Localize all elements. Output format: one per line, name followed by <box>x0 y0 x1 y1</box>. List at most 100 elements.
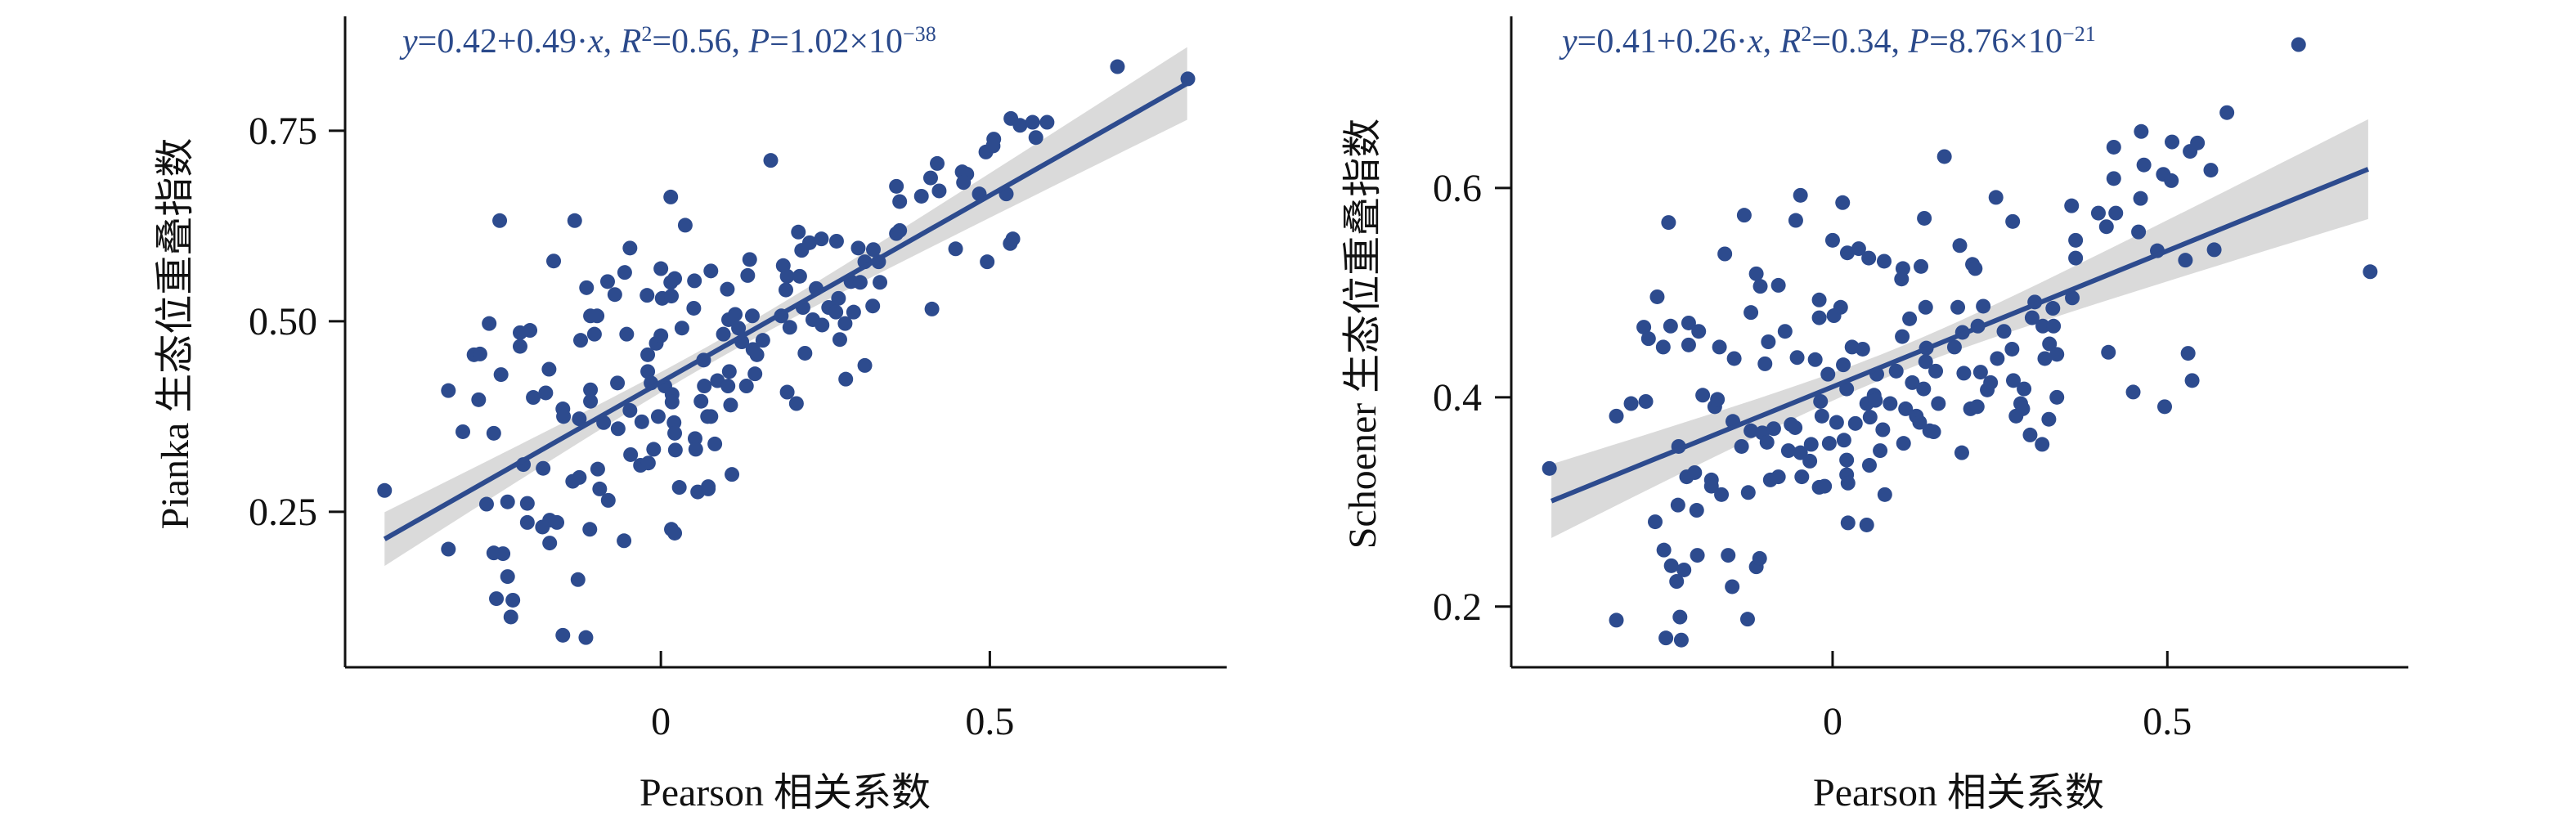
data-point <box>2106 139 2121 155</box>
data-point <box>1542 460 1557 476</box>
data-point <box>1005 231 1021 247</box>
data-point <box>1807 352 1823 367</box>
x-tick-label: 0 <box>1823 700 1842 743</box>
data-point <box>852 275 868 290</box>
data-point <box>441 383 456 398</box>
data-point <box>573 333 589 348</box>
data-point <box>930 155 945 171</box>
data-point <box>1862 410 1878 425</box>
data-point <box>791 224 806 240</box>
data-point <box>755 333 770 348</box>
data-point <box>701 481 716 496</box>
data-point <box>1661 215 1676 231</box>
data-point <box>837 316 853 331</box>
data-point <box>1689 503 1704 518</box>
data-point <box>1725 579 1740 594</box>
data-point <box>782 320 797 335</box>
data-point <box>578 630 594 645</box>
data-point <box>728 307 743 322</box>
data-point <box>1734 438 1749 454</box>
data-point <box>2041 411 2057 427</box>
data-point <box>1976 298 1991 314</box>
data-point <box>2106 171 2121 186</box>
data-point <box>1766 421 1781 437</box>
data-point <box>1912 415 1928 430</box>
data-point <box>1905 375 1920 390</box>
data-point <box>1936 149 1952 164</box>
data-point <box>1690 548 1705 563</box>
data-point <box>1658 630 1674 646</box>
data-point <box>536 460 551 476</box>
data-point <box>779 384 795 400</box>
data-point <box>2068 232 2084 248</box>
data-point <box>2133 191 2148 206</box>
data-point <box>1663 558 1679 573</box>
data-point <box>1789 350 1805 366</box>
data-point <box>2136 157 2152 173</box>
data-point <box>503 609 518 625</box>
data-point <box>550 514 565 530</box>
data-point <box>538 385 554 401</box>
data-point <box>640 455 656 471</box>
data-point <box>1898 401 1914 416</box>
data-point <box>2164 173 2179 188</box>
data-point <box>1669 574 1685 590</box>
data-point <box>1972 365 1988 380</box>
data-point <box>873 275 888 290</box>
data-point <box>1833 299 1848 315</box>
data-point <box>1895 261 1910 276</box>
x-tick-label: 0.5 <box>2143 700 2192 743</box>
data-point <box>889 178 904 194</box>
data-point <box>519 496 535 511</box>
data-point <box>1752 279 1768 294</box>
data-point <box>1803 437 1819 452</box>
data-point <box>742 252 757 267</box>
data-point <box>1714 487 1730 502</box>
data-point <box>723 397 738 413</box>
data-point <box>1726 351 1742 366</box>
x-tick-label: 0 <box>651 700 671 743</box>
data-point <box>1952 238 1968 253</box>
data-point <box>1861 458 1877 473</box>
data-point <box>1695 388 1711 403</box>
data-point <box>703 409 719 424</box>
data-point <box>1759 434 1775 450</box>
data-point <box>622 240 638 256</box>
data-point <box>1950 299 1966 315</box>
data-point <box>493 367 509 383</box>
data-point <box>377 482 393 498</box>
data-point <box>703 263 719 279</box>
data-point <box>1648 514 1663 530</box>
data-point <box>667 425 683 441</box>
data-point <box>541 361 557 377</box>
data-point <box>2005 373 2021 388</box>
data-point <box>1780 443 1796 459</box>
data-point <box>1802 453 1818 469</box>
data-point <box>814 231 829 247</box>
data-point <box>779 282 793 298</box>
data-point <box>986 132 1002 147</box>
data-point <box>892 222 908 238</box>
data-point <box>2015 401 2031 416</box>
y-tick-label: 0.25 <box>249 491 317 534</box>
data-point <box>1777 324 1793 339</box>
data-point <box>1983 375 1999 390</box>
data-point <box>1752 550 1767 566</box>
data-point <box>1811 292 1827 307</box>
y-axis-title: Pianka 生态位重叠指数 <box>154 138 197 530</box>
data-point <box>716 326 731 342</box>
data-point <box>1931 396 1946 411</box>
data-point <box>1820 366 1836 382</box>
data-point <box>2065 290 2080 306</box>
data-point <box>832 332 847 348</box>
data-point <box>572 411 587 427</box>
data-point <box>1110 59 1125 74</box>
annotation-segment: y <box>1559 23 1577 61</box>
data-point <box>749 347 765 362</box>
data-point <box>677 218 693 233</box>
data-point <box>622 402 638 418</box>
data-point <box>1609 408 1624 424</box>
data-point <box>2024 310 2040 325</box>
annotation-segment: , <box>604 23 621 61</box>
data-point <box>519 514 535 530</box>
